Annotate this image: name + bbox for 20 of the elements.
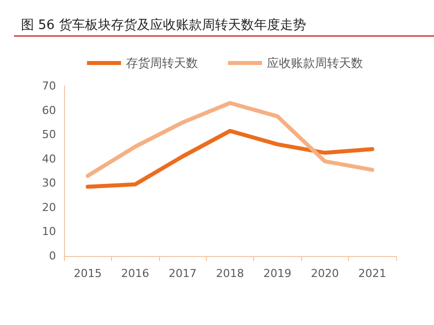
- y-tick-label: 70: [42, 80, 56, 92]
- x-tick-label: 2017: [168, 267, 197, 280]
- legend-label: 应收账款周转天数: [267, 56, 363, 70]
- y-tick-label: 20: [42, 200, 56, 214]
- y-tick-label: 60: [42, 104, 56, 117]
- x-tick-label: 2021: [358, 267, 386, 280]
- x-tick-label: 2016: [121, 267, 150, 280]
- x-tick-label: 2015: [74, 267, 102, 280]
- legend-label: 存货周转天数: [126, 56, 198, 70]
- x-tick-label: 2018: [216, 267, 244, 280]
- y-tick-label: 0: [49, 250, 56, 262]
- chart-title: 图 56 货车板块存货及应收账款周转天数年度走势: [21, 17, 306, 33]
- x-tick-label: 2019: [263, 267, 292, 280]
- y-tick-label: 30: [42, 176, 56, 190]
- y-tick-label: 50: [42, 128, 56, 142]
- x-tick-label: 2020: [310, 267, 339, 280]
- y-tick-label: 10: [42, 225, 56, 238]
- line-series: [86, 128, 374, 189]
- line-series: [86, 101, 374, 178]
- y-tick-label: 40: [42, 152, 56, 166]
